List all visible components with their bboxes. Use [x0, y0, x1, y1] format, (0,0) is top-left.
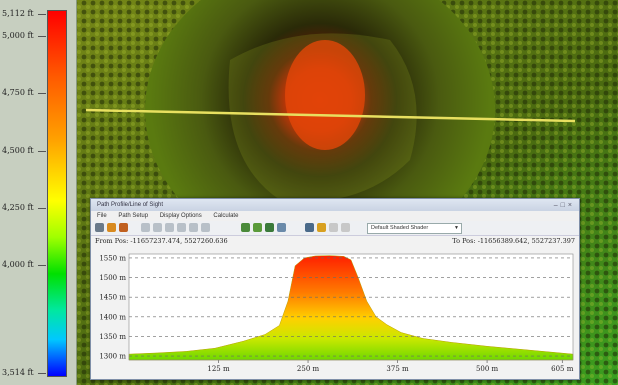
legend-tick-line: [38, 207, 46, 209]
y-tick-label: 1450 m: [99, 294, 126, 302]
x-tick-label: 125 m: [207, 365, 230, 373]
x-tick-label: 500 m: [476, 365, 499, 373]
x-tick-label: 605 m: [551, 365, 574, 373]
menu-bar: File Path Setup Display Options Calculat…: [91, 211, 579, 221]
zoom-icon[interactable]: [119, 223, 128, 232]
pointer-icon[interactable]: [189, 223, 198, 232]
close-icon[interactable]: ×: [567, 202, 575, 209]
terrain-icon[interactable]: [253, 223, 262, 232]
chevron-down-icon: ▼: [454, 225, 459, 231]
legend-tick-label: 4,750 ft: [2, 88, 34, 98]
window-title: Path Profile/Line of Sight: [97, 202, 164, 208]
y-tick-label: 1350 m: [99, 333, 126, 341]
legend-tick-line: [38, 93, 46, 95]
layer-icon[interactable]: [265, 223, 274, 232]
folder-icon[interactable]: [317, 223, 326, 232]
legend-tick-line: [38, 265, 46, 267]
line-icon[interactable]: [201, 223, 210, 232]
legend-tick-label: 5,000 ft: [2, 30, 34, 40]
y-tick-label: 1500 m: [99, 274, 126, 282]
camera-icon[interactable]: [277, 223, 286, 232]
legend-tick-label: 3,514 ft: [2, 368, 34, 377]
legend-tick-label: 5,112 ft: [2, 9, 34, 18]
elevation-legend: 5,112 ft 5,000 ft 4,750 ft 4,500 ft 4,250 ft…: [0, 0, 77, 385]
chart-icon[interactable]: [241, 223, 250, 232]
legend-tick-line: [38, 373, 46, 374]
from-position: From Pos: -11657237.474, 5527260.636: [95, 237, 228, 245]
legend-tick-line: [38, 35, 46, 37]
tools-icon[interactable]: [153, 223, 162, 232]
plot-frame: [128, 253, 574, 361]
legend-tick-label: 4,000 ft: [2, 260, 34, 270]
window-titlebar[interactable]: Path Profile/Line of Sight –□×: [91, 199, 579, 211]
menu-display-options[interactable]: Display Options: [159, 213, 202, 219]
menu-path-setup[interactable]: Path Setup: [118, 213, 149, 219]
profile-icon[interactable]: [107, 223, 116, 232]
position-row: From Pos: -11657237.474, 5527260.636 To …: [91, 236, 579, 246]
minimize-icon[interactable]: –: [553, 202, 561, 209]
y-tick-label: 1400 m: [99, 313, 126, 321]
to-position: To Pos: -11656389.642, 5527237.397: [452, 237, 575, 245]
shader-select[interactable]: Default Shaded Shader ▼: [367, 223, 462, 234]
toolbar: Default Shaded Shader ▼: [91, 221, 579, 236]
legend-tick-line: [38, 150, 46, 152]
elevation-area-series-0: [128, 255, 574, 361]
legend-tick-label: 4,500 ft: [2, 145, 34, 155]
y-tick-label: 1300 m: [99, 353, 126, 361]
maximize-icon[interactable]: □: [560, 202, 568, 209]
x-tick-label: 375 m: [386, 365, 409, 373]
help-icon[interactable]: [341, 223, 350, 232]
pan-icon[interactable]: [177, 223, 186, 232]
elevation-profile-chart[interactable]: 1550 m 1500 m 1450 m 1400 m 1350 m 1300 m 125 …: [91, 246, 579, 379]
measure-icon[interactable]: [141, 223, 150, 232]
elevation-color-bar: [47, 10, 67, 377]
settings-icon[interactable]: [329, 223, 338, 232]
legend-tick-label: 4,250 ft: [2, 202, 34, 212]
y-tick-label: 1550 m: [99, 254, 126, 262]
x-tick-label: 250 m: [297, 365, 320, 373]
print-icon[interactable]: [95, 223, 104, 232]
path-profile-window[interactable]: Path Profile/Line of Sight –□× File Path…: [90, 198, 580, 380]
select-icon[interactable]: [165, 223, 174, 232]
export-icon[interactable]: [305, 223, 314, 232]
menu-file[interactable]: File: [97, 213, 107, 219]
profile-path-line[interactable]: [85, 108, 576, 123]
menu-calculate[interactable]: Calculate: [213, 213, 239, 219]
legend-tick-line: [38, 14, 46, 15]
